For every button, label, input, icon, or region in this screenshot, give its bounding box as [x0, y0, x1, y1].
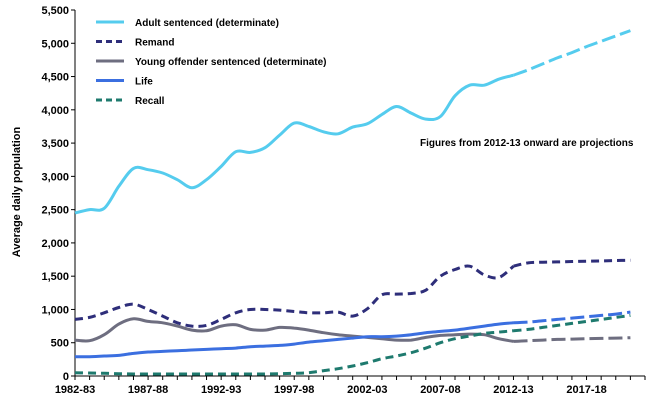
y-axis-label: Average daily population [11, 127, 23, 258]
series-line-life [74, 321, 514, 359]
x-tick-label: 2012-13 [493, 384, 533, 396]
y-tick-label: 1,000 [41, 304, 69, 316]
y-tick-label: 1,500 [41, 271, 69, 283]
x-tick-label: 2017-18 [566, 384, 606, 396]
x-tick-label: 1997-98 [274, 384, 314, 396]
y-tick-label: 4,500 [41, 72, 69, 84]
y-tick-label: 2,000 [41, 238, 69, 250]
y-tick-label: 2,500 [41, 205, 69, 217]
legend-label: Life [135, 77, 153, 88]
y-tick-label: 3,000 [41, 171, 69, 183]
series-line-young-offender-sentenced-determinate [74, 317, 514, 343]
series-projection-young-offender-sentenced-determinate [513, 336, 631, 343]
chart-ticks: 0 500 1,000 1,500 2,000 2,500 3,000 3,500 4,000 4… [41, 5, 646, 396]
legend-label: Remand [135, 38, 174, 49]
legend-label: Adult sentenced (determinate) [135, 18, 279, 29]
series-projection-life [513, 310, 631, 325]
chart-axes [74, 10, 645, 377]
legend-label: Recall [135, 96, 165, 107]
series-line-remand [74, 264, 515, 328]
x-tick-label: 2007-08 [420, 384, 460, 396]
projection-note: Figures from 2012-13 onward are projecti… [420, 138, 634, 149]
series-projection-adult-sentenced-determinate [512, 29, 631, 77]
y-tick-label: 5,000 [41, 38, 69, 50]
series-line-adult-sentenced-determinate [74, 73, 514, 215]
x-tick-label: 1987-88 [128, 384, 168, 396]
x-tick-label: 1992-93 [201, 384, 241, 396]
x-tick-label: 1982-83 [55, 384, 95, 396]
chart-legend: Adult sentenced (determinate) Remand Young… [96, 18, 327, 107]
series-projection-remand [513, 258, 631, 268]
y-tick-label: 0 [63, 371, 69, 383]
y-tick-label: 4,000 [41, 105, 69, 117]
series-projection-recall [513, 313, 631, 333]
x-tick-label: 2002-03 [347, 384, 387, 396]
legend-label: Young offender sentenced (determinate) [135, 57, 327, 68]
series-line-recall [74, 329, 514, 376]
y-tick-label: 3,500 [41, 138, 69, 150]
y-tick-label: 5,500 [41, 5, 69, 17]
chart-series [74, 29, 631, 376]
y-tick-label: 500 [51, 338, 69, 350]
